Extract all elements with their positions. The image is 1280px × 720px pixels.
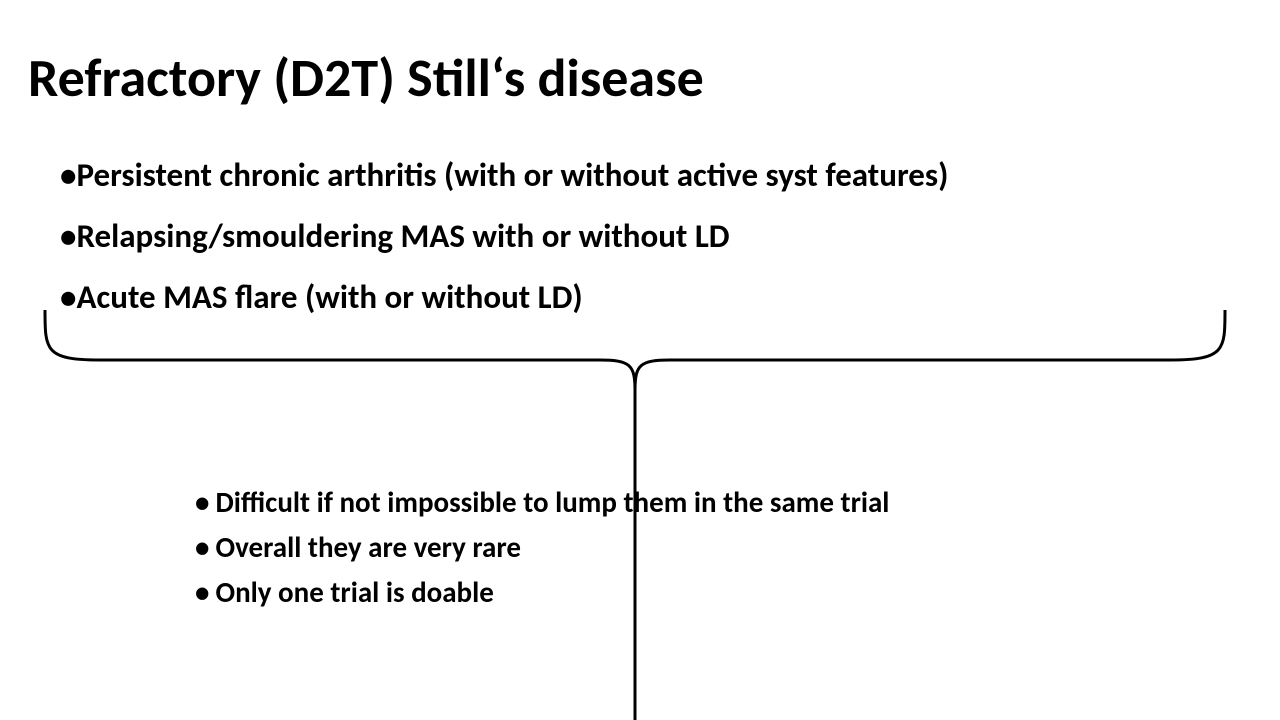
bullet-icon: • xyxy=(195,480,209,525)
bullet-text: Difficult if not impossible to lump them… xyxy=(215,484,889,520)
bullet-icon: • xyxy=(60,145,76,206)
top-bullet-item: •Persistent chronic arthritis (with or w… xyxy=(60,145,948,206)
bullet-text: Relapsing/smouldering MAS with or withou… xyxy=(76,216,729,256)
bullet-text: Overall they are very rare xyxy=(215,529,521,565)
bullet-icon: • xyxy=(195,570,209,615)
bullet-text: Only one trial is doable xyxy=(215,574,493,610)
top-bullet-list: •Persistent chronic arthritis (with or w… xyxy=(60,145,948,328)
bullet-icon: • xyxy=(195,525,209,570)
bullet-icon: • xyxy=(60,206,76,267)
slide: Refractory (D2T) Still‘s disease •Persis… xyxy=(0,0,1280,720)
top-bullet-item: •Relapsing/smouldering MAS with or witho… xyxy=(60,206,948,267)
bottom-bullet-item: •Only one trial is doable xyxy=(195,570,889,615)
bottom-bullet-item: •Difficult if not impossible to lump the… xyxy=(195,480,889,525)
bottom-bullet-item: •Overall they are very rare xyxy=(195,525,889,570)
bottom-bullet-list: •Difficult if not impossible to lump the… xyxy=(195,480,889,615)
slide-title: Refractory (D2T) Still‘s disease xyxy=(28,45,704,111)
bullet-text: Persistent chronic arthritis (with or wi… xyxy=(76,155,948,195)
